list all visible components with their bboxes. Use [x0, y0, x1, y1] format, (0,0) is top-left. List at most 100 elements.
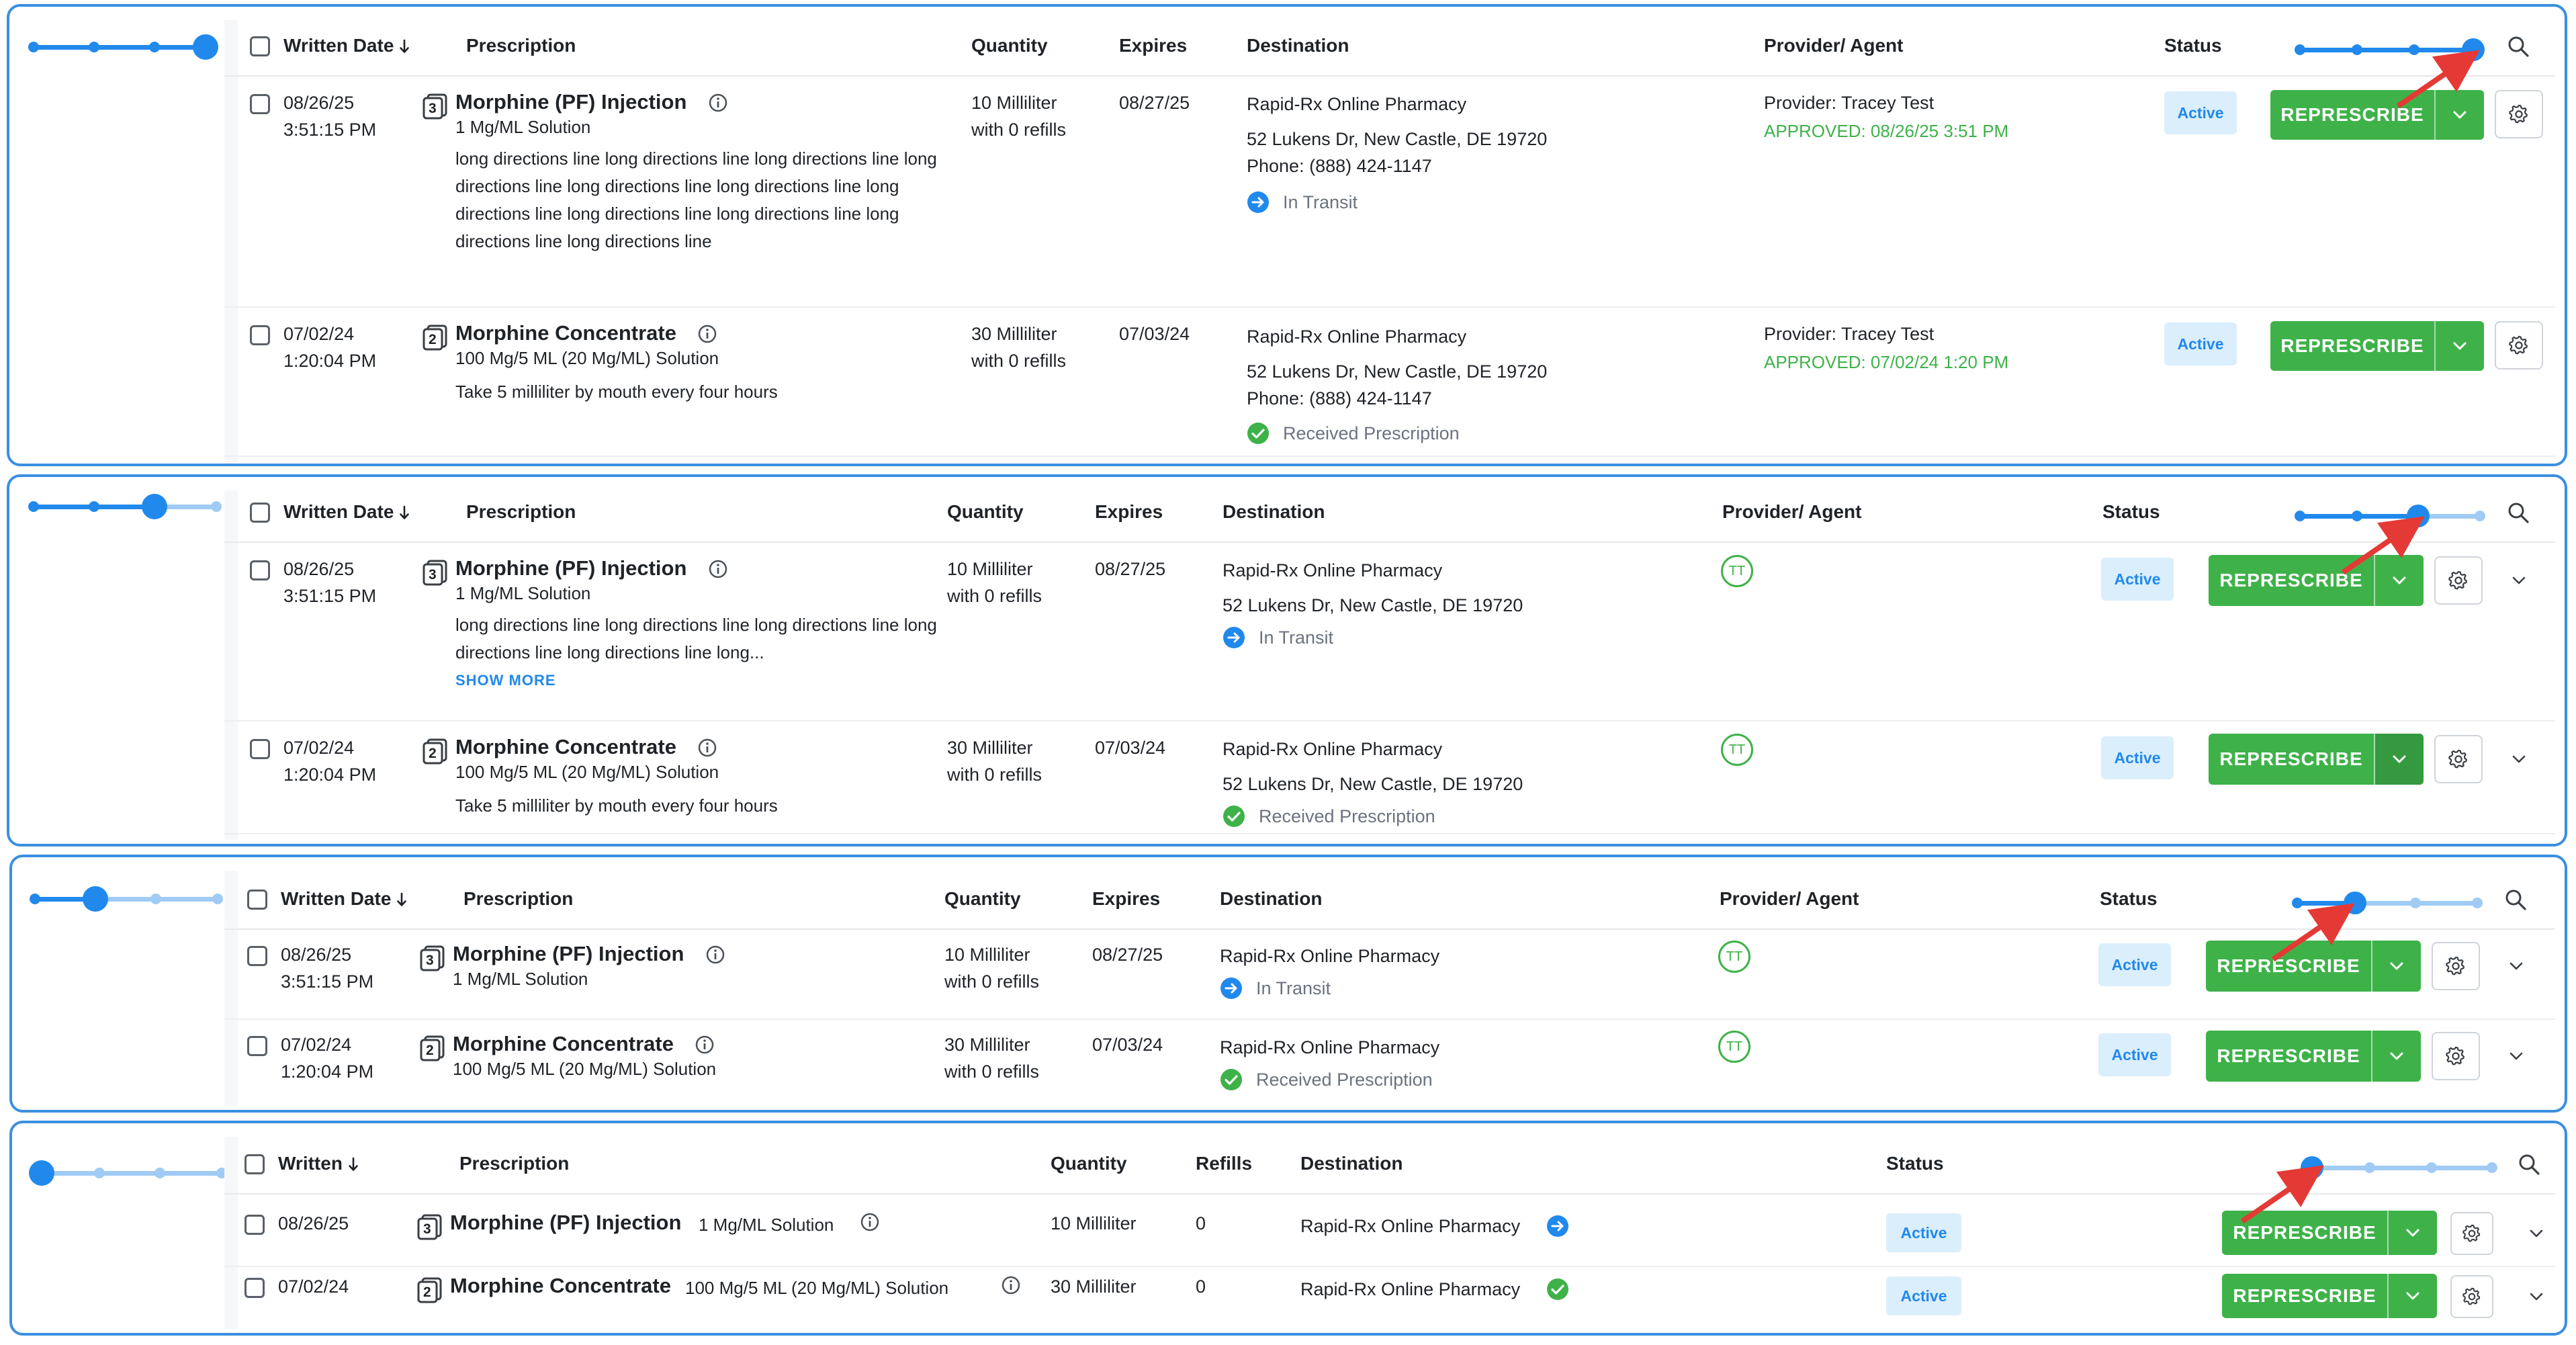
column-header-written-date[interactable]: Written Date: [281, 888, 407, 910]
settings-button[interactable]: [2434, 556, 2483, 605]
represcribe-dropdown-toggle[interactable]: [2375, 734, 2424, 785]
represcribe-button[interactable]: REPRESCRIBE: [2222, 1211, 2437, 1255]
represcribe-button[interactable]: REPRESCRIBE: [2270, 321, 2484, 371]
column-header-written-date[interactable]: Written Date: [283, 501, 410, 523]
expand-row-chevron-icon[interactable]: [2530, 1293, 2543, 1301]
search-icon[interactable]: [2504, 888, 2527, 911]
density-slider-knob[interactable]: [142, 494, 167, 519]
header-density-slider[interactable]: [2291, 890, 2492, 916]
density-slider[interactable]: [27, 34, 222, 60]
represcribe-dropdown-toggle[interactable]: [2436, 321, 2484, 371]
drug-name[interactable]: Morphine (PF) Injection: [455, 556, 687, 580]
expand-row-chevron-icon[interactable]: [2530, 1229, 2543, 1238]
search-icon[interactable]: [2507, 35, 2530, 58]
provider-avatar[interactable]: TT: [1721, 555, 1753, 587]
info-icon[interactable]: [708, 559, 728, 579]
provider-avatar[interactable]: TT: [1718, 941, 1750, 973]
info-icon[interactable]: [697, 738, 717, 758]
expand-row-chevron-icon[interactable]: [2510, 962, 2523, 970]
settings-button[interactable]: [2434, 735, 2483, 783]
expires-date: 08/27/25: [1095, 559, 1166, 579]
drug-name[interactable]: Morphine Concentrate: [453, 1032, 674, 1055]
represcribe-button[interactable]: REPRESCRIBE: [2270, 90, 2484, 140]
represcribe-button[interactable]: REPRESCRIBE: [2209, 734, 2424, 785]
expand-row-chevron-icon[interactable]: [2512, 755, 2526, 763]
select-all-checkbox[interactable]: [247, 890, 267, 910]
chevron-down-icon: [2390, 962, 2403, 970]
represcribe-dropdown-toggle[interactable]: [2436, 90, 2484, 140]
settings-button[interactable]: [2450, 1212, 2493, 1255]
density-slider-knob[interactable]: [29, 1160, 54, 1186]
written-date: 08/26/25: [278, 1213, 349, 1233]
density-slider[interactable]: [27, 493, 222, 520]
info-icon[interactable]: [705, 945, 725, 965]
prescription-count: 3: [423, 1221, 431, 1237]
represcribe-button[interactable]: REPRESCRIBE: [2209, 555, 2424, 606]
represcribe-dropdown-toggle[interactable]: [2375, 555, 2424, 606]
provider-avatar[interactable]: TT: [1718, 1031, 1750, 1063]
density-slider[interactable]: [28, 885, 223, 912]
show-more-link[interactable]: SHOW MORE: [455, 672, 556, 689]
column-header-written[interactable]: Written: [278, 1153, 359, 1174]
represcribe-button[interactable]: REPRESCRIBE: [2206, 1031, 2421, 1082]
expires-date: 07/03/24: [1119, 324, 1190, 344]
drug-name[interactable]: Morphine Concentrate: [455, 321, 676, 345]
row-checkbox[interactable]: [250, 739, 270, 759]
drug-name[interactable]: Morphine (PF) Injection: [450, 1211, 682, 1234]
expand-row-chevron-icon[interactable]: [2512, 576, 2526, 584]
info-icon[interactable]: [1001, 1275, 1021, 1295]
info-icon[interactable]: [708, 93, 728, 113]
quantity: 30 Milliliter: [944, 1035, 1030, 1055]
row-checkbox[interactable]: [245, 1215, 265, 1235]
represcribe-dropdown-toggle[interactable]: [2389, 1211, 2437, 1255]
drug-name[interactable]: Morphine (PF) Injection: [455, 90, 687, 114]
column-header-quantity: Quantity: [971, 35, 1048, 56]
select-all-checkbox[interactable]: [250, 36, 270, 56]
row-checkbox[interactable]: [247, 946, 267, 966]
density-slider-knob[interactable]: [83, 886, 108, 912]
header-density-slider[interactable]: [2301, 1154, 2505, 1181]
row-checkbox[interactable]: [250, 94, 270, 114]
density-slider[interactable]: [29, 1160, 227, 1186]
expand-row-chevron-icon[interactable]: [2510, 1052, 2523, 1060]
settings-button[interactable]: [2495, 321, 2543, 370]
represcribe-button[interactable]: REPRESCRIBE: [2206, 941, 2421, 992]
refills: with 0 refills: [944, 971, 1040, 992]
settings-button[interactable]: [2450, 1275, 2493, 1318]
search-icon[interactable]: [2507, 501, 2530, 524]
column-header-status: Status: [1886, 1153, 1944, 1174]
column-header-quantity: Quantity: [947, 501, 1024, 522]
header-density-slider[interactable]: [2293, 36, 2495, 63]
transmission-status: In Transit: [1283, 192, 1358, 212]
represcribe-dropdown-toggle[interactable]: [2389, 1274, 2437, 1318]
quantity: 10 Milliliter: [1051, 1213, 1137, 1233]
column-header-written-date[interactable]: Written Date: [283, 35, 410, 56]
represcribe-dropdown-toggle[interactable]: [2372, 1031, 2421, 1082]
drug-name[interactable]: Morphine Concentrate: [450, 1274, 671, 1297]
drug-name[interactable]: Morphine Concentrate: [455, 735, 676, 758]
represcribe-dropdown-toggle[interactable]: [2372, 941, 2421, 992]
select-all-checkbox[interactable]: [245, 1154, 265, 1174]
info-icon[interactable]: [697, 324, 717, 344]
provider-name: Provider: Tracey Test: [1764, 324, 1935, 344]
column-header-provider-agent: Provider/ Agent: [1764, 35, 1904, 56]
written-time: 3:51:15 PM: [281, 971, 374, 992]
settings-button[interactable]: [2495, 90, 2543, 138]
settings-button[interactable]: [2432, 1032, 2480, 1080]
provider-avatar[interactable]: TT: [1721, 734, 1753, 766]
search-icon[interactable]: [2518, 1153, 2540, 1176]
row-checkbox[interactable]: [247, 1036, 267, 1056]
select-all-checkbox[interactable]: [250, 503, 270, 523]
density-slider-knob[interactable]: [193, 34, 218, 60]
info-icon[interactable]: [695, 1035, 715, 1055]
row-checkbox[interactable]: [250, 325, 270, 345]
directions: long directions line long directions lin…: [455, 615, 937, 662]
settings-button[interactable]: [2432, 942, 2480, 990]
represcribe-button[interactable]: REPRESCRIBE: [2222, 1274, 2437, 1318]
drug-name[interactable]: Morphine (PF) Injection: [453, 942, 684, 965]
info-icon[interactable]: [860, 1212, 880, 1232]
header-density-slider[interactable]: [2293, 503, 2495, 529]
quantity: 10 Milliliter: [944, 945, 1030, 965]
row-checkbox[interactable]: [245, 1278, 265, 1298]
row-checkbox[interactable]: [250, 560, 270, 580]
